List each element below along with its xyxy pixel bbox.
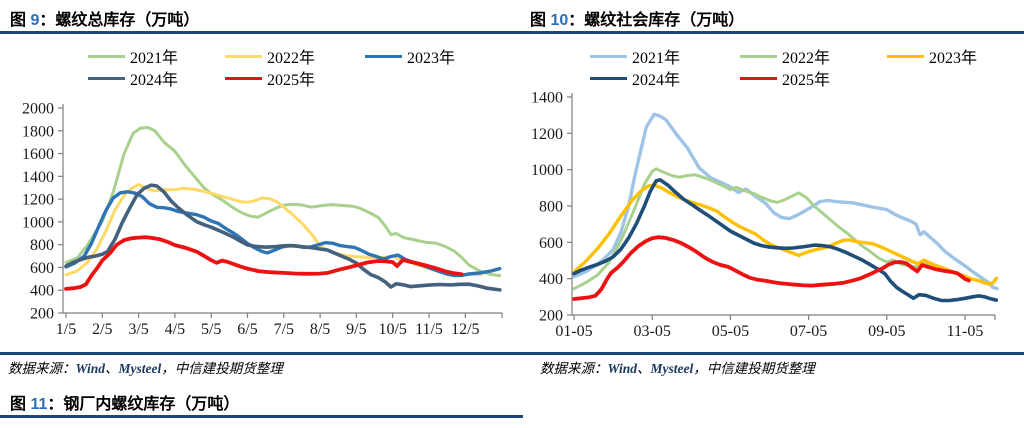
legend-label: 2024年 [632,72,681,89]
figure11-label: 图 [10,396,31,413]
figure10-line-chart: 200 400 600 800 1000 1200 1400 01-05 03-05 05-05 0… [531,90,999,340]
figure9-label: 图 [10,12,31,29]
figure10-label: 图 [530,12,551,29]
series-line-2021年 [64,125,502,278]
y-tick-label: 2000 [22,101,54,118]
figure9-line-chart: 200 400 600 800 1000 1200 1400 1600 1800 2000 1/5 2… [22,101,503,338]
x-tick-label: 6/5 [237,321,257,338]
legend-label: 2025年 [267,72,316,89]
title-divider-rule [0,31,1024,34]
series-line-2024年 [64,183,502,292]
figure9-source-note: 数据来源：Wind、Mysteel，中信建投期货整理 [8,361,283,376]
x-tick-label: 7/5 [274,321,294,338]
figure10-number: 10 [550,12,569,29]
y-tick-label: 1200 [22,192,54,209]
legend-item-2023年: 2023年 [365,46,456,67]
series-line-2022年 [64,183,484,277]
y-tick-label: 800 [539,199,563,216]
series-line-2021年 [572,112,999,291]
x-tick-label: 5/5 [201,321,221,338]
figure10-name: 螺纹社会库存（万吨） [584,12,745,29]
legend-line-swatch [365,54,402,58]
x-tick-label: 01-05 [555,323,592,340]
y-tick-label: 1800 [22,123,54,140]
legend-item-2024年: 2024年 [590,68,681,89]
figure11-name: 钢厂内螺纹库存（万吨） [63,396,240,413]
y-tick-label: 200 [30,306,54,323]
series-line-2025年 [64,235,464,291]
figure10-title: 图 10：螺纹社会库存（万吨） [530,12,745,29]
legend-line-swatch [590,54,627,58]
legend-label: 2024年 [130,72,179,89]
y-tick-label: 1000 [22,214,54,231]
legend-label: 2025年 [782,72,831,89]
legend-label: 2023年 [407,50,456,67]
y-tick-label: 1000 [531,162,563,179]
x-tick-label: 3/5 [128,321,148,338]
legend-label: 2023年 [929,50,978,67]
figure9-name: 螺纹总库存（万吨） [55,12,200,29]
x-tick-label: 8/5 [310,321,330,338]
y-tick-label: 600 [30,260,54,277]
x-tick-label: 9/5 [346,321,366,338]
legend-line-swatch [88,76,125,80]
source-wind: Wind [75,361,106,376]
figure10-source-note: 数据来源：Wind、Mysteel，中信建投期货整理 [540,361,815,376]
legend-line-swatch [740,54,777,58]
source-wind: Wind [607,361,638,376]
x-tick-label: 10/5 [378,321,406,338]
legend-label: 2022年 [782,50,831,67]
y-tick-label: 400 [30,283,54,300]
legend-label: 2021年 [130,50,179,67]
legend-item-2025年: 2025年 [225,68,316,89]
y-tick-label: 400 [539,271,563,288]
y-tick-label: 1200 [531,126,563,143]
legend-line-swatch [887,54,924,58]
legend-item-2021年: 2021年 [88,46,179,67]
y-tick-label: 600 [539,235,563,252]
legend-item-2022年: 2022年 [740,46,831,67]
figure11-number: 11 [30,396,48,413]
source-mysteel: Mysteel [118,361,162,376]
y-tick-label: 1400 [531,90,563,107]
legend-line-swatch [88,54,125,58]
x-tick-label: 03-05 [634,323,671,340]
x-tick-label: 09-05 [868,323,905,340]
legend-item-2022年: 2022年 [225,46,316,67]
figure11-divider-rule [0,415,523,418]
x-tick-label: 11-05 [947,323,984,340]
x-tick-label: 4/5 [165,321,185,338]
y-tick-label: 200 [539,308,563,325]
x-tick-label: 05-05 [712,323,749,340]
legend-line-swatch [225,76,262,80]
x-tick-label: 07-05 [790,323,827,340]
legend-line-swatch [740,76,777,80]
legend-line-swatch [590,76,627,80]
series-line-2025年 [572,235,971,301]
figure11-title: 图 11：钢厂内螺纹库存（万吨） [10,396,240,413]
y-tick-label: 1400 [22,169,54,186]
source-divider-rule [0,352,1024,355]
figure9-legend: 2021年 2022年 2023年 2024年 2025年 [0,46,505,92]
legend-item-2023年: 2023年 [887,46,978,67]
legend-line-swatch [225,54,262,58]
x-tick-label: 1/5 [56,321,76,338]
series-line-2024年 [572,178,999,303]
legend-label: 2021年 [632,50,681,67]
x-tick-label: 11/5 [415,321,443,338]
figure10-legend: 2021年 2022年 2023年 2024年 2025年 [505,46,1024,92]
legend-item-2021年: 2021年 [590,46,681,67]
y-tick-label: 1600 [22,146,54,163]
x-tick-label: 2/5 [92,321,112,338]
x-tick-label: 12/5 [451,321,479,338]
figure9-title: 图 9：螺纹总库存（万吨） [10,12,200,29]
legend-label: 2022年 [267,50,316,67]
source-mysteel: Mysteel [650,361,694,376]
legend-item-2025年: 2025年 [740,68,831,89]
y-tick-label: 800 [30,237,54,254]
legend-item-2024年: 2024年 [88,68,179,89]
figure9-number: 9 [30,12,40,29]
series-line-2023年 [572,183,998,286]
